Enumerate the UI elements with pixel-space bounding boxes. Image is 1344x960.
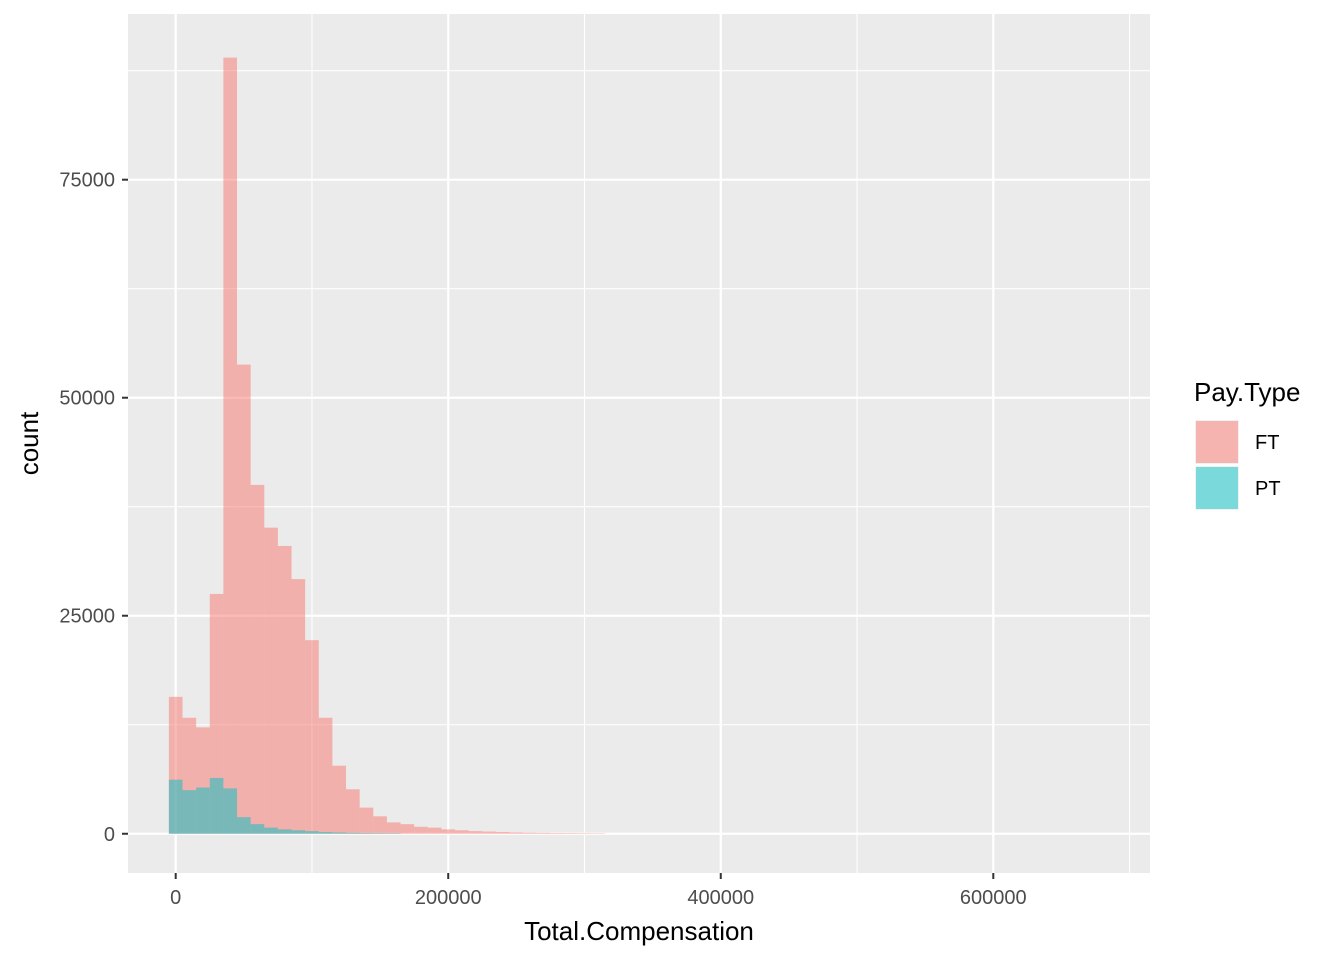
- bar-ft: [209, 593, 224, 834]
- series-ft: [168, 57, 605, 834]
- minor-gridlines: [128, 14, 1150, 873]
- histogram-bars: [168, 57, 605, 834]
- bar-pt: [264, 827, 278, 834]
- series-pt: [168, 777, 401, 834]
- bar-ft: [318, 717, 333, 834]
- legend: Pay.Type FT PT: [1194, 377, 1300, 510]
- legend-label-pt: PT: [1255, 478, 1281, 500]
- bar-ft: [277, 545, 292, 834]
- bar-pt: [250, 824, 265, 834]
- y-axis-title: count: [14, 411, 44, 475]
- legend-title: Pay.Type: [1194, 377, 1300, 407]
- bar-pt: [359, 833, 374, 834]
- bar-ft: [291, 579, 306, 834]
- bar-pt: [346, 832, 360, 834]
- bar-ft: [386, 822, 401, 834]
- bar-ft: [536, 832, 551, 834]
- bar-pt: [291, 830, 306, 834]
- y-tick-label: 25000: [59, 606, 115, 628]
- bar-ft: [523, 832, 537, 834]
- bar-pt: [209, 777, 224, 834]
- bar-pt: [277, 829, 292, 834]
- bar-ft: [564, 833, 578, 834]
- bar-ft: [346, 789, 360, 834]
- x-tick-label: 600000: [960, 887, 1027, 909]
- x-tick-label: 0: [170, 887, 181, 909]
- bar-pt: [182, 790, 197, 834]
- bar-ft: [550, 833, 565, 834]
- bar-ft: [495, 832, 510, 834]
- x-axis-title: Total.Compensation: [524, 916, 754, 946]
- bar-pt: [196, 787, 210, 834]
- y-tick-label: 50000: [59, 388, 115, 410]
- bar-ft: [223, 57, 238, 834]
- bar-ft: [577, 833, 592, 834]
- y-tick-label: 0: [104, 824, 115, 846]
- legend-key-pt: [1196, 467, 1238, 509]
- bar-ft: [509, 832, 524, 834]
- x-tick-label: 400000: [687, 887, 754, 909]
- bar-pt: [223, 788, 238, 834]
- y-tick-label: 75000: [59, 170, 115, 192]
- x-tick-label: 200000: [415, 887, 482, 909]
- bar-ft: [305, 640, 319, 834]
- bar-ft: [441, 829, 456, 834]
- bar-ft: [455, 830, 469, 834]
- bar-ft: [468, 831, 483, 834]
- bar-pt: [332, 832, 347, 834]
- y-axis: 0 25000 50000 75000: [59, 170, 128, 846]
- bar-ft: [237, 364, 251, 834]
- bar-ft: [250, 484, 265, 834]
- bar-ft: [414, 826, 428, 834]
- bar-pt: [318, 832, 333, 834]
- major-gridlines: [128, 14, 1150, 873]
- bar-ft: [482, 831, 496, 834]
- bar-pt: [237, 817, 251, 834]
- legend-key-ft: [1196, 421, 1238, 463]
- bar-ft: [332, 765, 347, 834]
- bar-ft: [359, 807, 374, 834]
- legend-label-ft: FT: [1255, 432, 1279, 454]
- bar-ft: [264, 527, 278, 834]
- bar-pt: [373, 833, 387, 834]
- bar-pt: [168, 779, 183, 834]
- bar-pt: [305, 831, 319, 834]
- x-axis: 0 200000 400000 600000: [170, 873, 1027, 909]
- bar-ft: [400, 824, 415, 834]
- bar-ft: [427, 827, 442, 834]
- bar-ft: [373, 816, 387, 834]
